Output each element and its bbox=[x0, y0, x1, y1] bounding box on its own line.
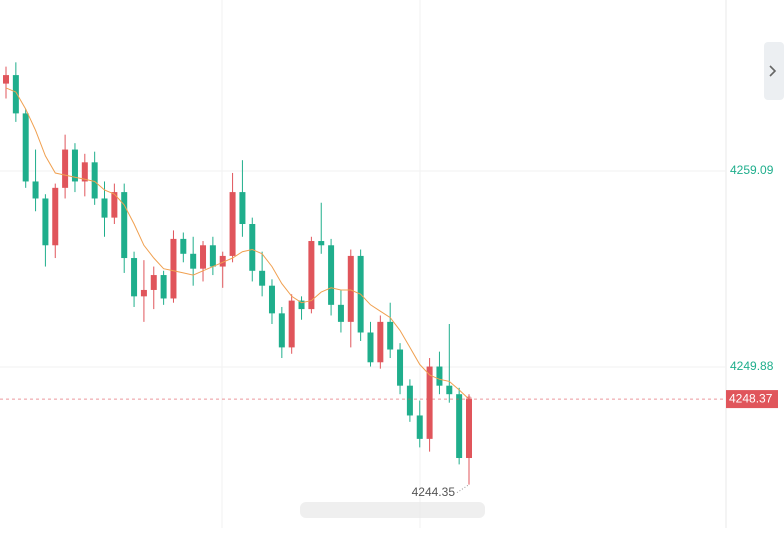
candle-body bbox=[328, 245, 335, 305]
candle-body bbox=[111, 192, 118, 218]
candle-body bbox=[42, 198, 49, 246]
price-tag-label: 4248.37 bbox=[729, 391, 773, 405]
candle-body bbox=[200, 245, 207, 269]
y-tick-label: 4249.88 bbox=[730, 359, 774, 373]
candle-body bbox=[347, 255, 354, 322]
watermark bbox=[300, 502, 485, 518]
candle-body bbox=[180, 238, 187, 254]
low-pointer bbox=[456, 484, 470, 494]
chevron-icon bbox=[769, 65, 777, 77]
candle-body bbox=[150, 275, 157, 290]
candle-body bbox=[406, 385, 413, 416]
candle-body bbox=[81, 162, 88, 182]
candle-body bbox=[101, 198, 108, 218]
candle-body bbox=[367, 332, 374, 363]
candle-body bbox=[436, 366, 443, 386]
candle-body bbox=[278, 313, 285, 348]
candle-body bbox=[3, 75, 9, 84]
candle-body bbox=[190, 253, 197, 269]
candle-body bbox=[229, 192, 236, 256]
candle-body bbox=[12, 75, 19, 114]
candle-body bbox=[318, 241, 325, 246]
candle-body bbox=[239, 192, 246, 225]
candle-body bbox=[140, 289, 147, 297]
candle-body bbox=[377, 321, 384, 363]
candle-body bbox=[62, 149, 69, 188]
candle-body bbox=[268, 285, 275, 314]
candle-body bbox=[22, 113, 29, 182]
last-price-dot bbox=[466, 396, 472, 403]
candle-body bbox=[91, 162, 98, 199]
candle-body bbox=[416, 415, 423, 439]
candle-body bbox=[121, 192, 128, 259]
candle-body bbox=[219, 255, 226, 267]
candle-body bbox=[308, 241, 315, 310]
candle-body bbox=[52, 187, 59, 246]
candle-body bbox=[288, 300, 295, 348]
candle-body bbox=[337, 304, 344, 322]
price-tag bbox=[726, 390, 778, 409]
candle-body bbox=[397, 349, 404, 386]
candle-body bbox=[259, 270, 266, 286]
candle-body bbox=[160, 275, 167, 299]
candle-body bbox=[249, 224, 256, 271]
candle-body bbox=[32, 181, 39, 199]
candle-body bbox=[170, 238, 177, 299]
low-label: 4244.35 bbox=[412, 485, 456, 499]
candle-body bbox=[298, 300, 305, 310]
y-tick-label: 4259.09 bbox=[730, 163, 774, 177]
candle-body bbox=[426, 366, 433, 439]
candle-body bbox=[456, 394, 463, 459]
moving-average bbox=[5, 87, 470, 400]
candle-body bbox=[446, 385, 453, 395]
candle-body bbox=[131, 258, 138, 297]
candle-body bbox=[71, 149, 78, 182]
candle-body bbox=[466, 399, 472, 459]
candle-body bbox=[209, 245, 216, 267]
candle-body bbox=[387, 321, 394, 350]
